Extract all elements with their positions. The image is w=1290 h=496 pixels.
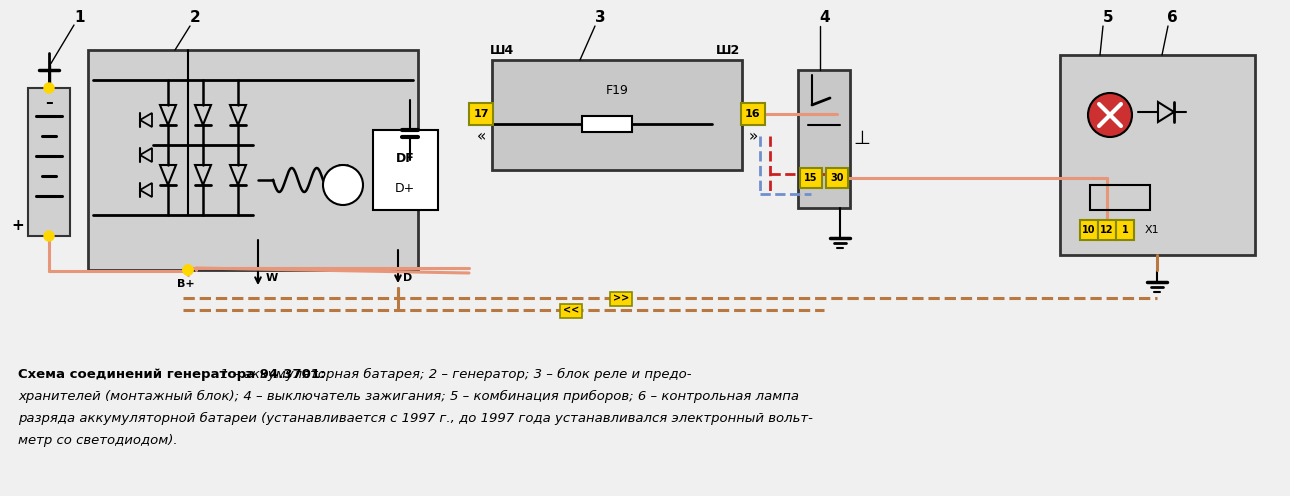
- Bar: [799, 70, 850, 208]
- Text: >>: >>: [613, 293, 630, 303]
- Text: ⊥: ⊥: [854, 129, 871, 148]
- Bar: [1060, 55, 1255, 255]
- Circle shape: [44, 83, 54, 93]
- Text: 17: 17: [473, 109, 489, 119]
- Text: <<: <<: [562, 305, 579, 315]
- Circle shape: [183, 265, 194, 275]
- Text: метр со светодиодом).: метр со светодиодом).: [18, 434, 178, 447]
- Bar: [470, 103, 493, 125]
- Bar: [560, 304, 582, 318]
- Text: 2: 2: [190, 10, 200, 25]
- Text: DF: DF: [396, 151, 414, 165]
- Text: 3: 3: [595, 10, 605, 25]
- Circle shape: [1087, 93, 1133, 137]
- Bar: [826, 168, 848, 188]
- Text: 16: 16: [746, 109, 761, 119]
- Text: Ш2: Ш2: [716, 44, 740, 57]
- Text: 6: 6: [1166, 10, 1178, 25]
- Text: 10: 10: [1082, 225, 1095, 235]
- Text: B+: B+: [177, 279, 195, 289]
- Text: Схема соединений генератора 94.3701:: Схема соединений генератора 94.3701:: [18, 368, 325, 381]
- Text: 5: 5: [1103, 10, 1113, 25]
- Text: «: «: [476, 129, 485, 144]
- Text: X1: X1: [1144, 225, 1160, 235]
- Text: +: +: [12, 219, 25, 234]
- Text: 1 – аккумуляторная батарея; 2 – генератор; 3 – блок реле и предо-: 1 – аккумуляторная батарея; 2 – генерато…: [217, 368, 691, 381]
- Text: 1: 1: [75, 10, 85, 25]
- Text: хранителей (монтажный блок); 4 – выключатель зажигания; 5 – комбинация приборов;: хранителей (монтажный блок); 4 – выключа…: [18, 390, 799, 403]
- Text: 30: 30: [831, 173, 844, 183]
- Circle shape: [183, 265, 194, 275]
- Text: Ш4: Ш4: [490, 44, 515, 57]
- Bar: [582, 116, 632, 132]
- Bar: [28, 88, 70, 236]
- Bar: [1116, 220, 1134, 240]
- Text: 4: 4: [819, 10, 831, 25]
- Bar: [740, 103, 765, 125]
- Text: D: D: [404, 273, 413, 283]
- Bar: [610, 292, 632, 306]
- Bar: [800, 168, 822, 188]
- Bar: [1098, 220, 1116, 240]
- Text: –: –: [45, 95, 53, 110]
- Text: 12: 12: [1100, 225, 1113, 235]
- Text: разряда аккумуляторной батареи (устанавливается с 1997 г., до 1997 года устанавл: разряда аккумуляторной батареи (устанавл…: [18, 412, 813, 425]
- Bar: [1090, 185, 1149, 210]
- Circle shape: [44, 231, 54, 241]
- Text: »: »: [748, 129, 757, 144]
- Bar: [491, 60, 742, 170]
- Bar: [1080, 220, 1098, 240]
- Text: F19: F19: [605, 83, 628, 97]
- Circle shape: [322, 165, 362, 205]
- Bar: [88, 50, 418, 270]
- Bar: [373, 130, 439, 210]
- Text: 1: 1: [1121, 225, 1129, 235]
- Text: D+: D+: [395, 182, 415, 194]
- Text: 15: 15: [804, 173, 818, 183]
- Text: W: W: [266, 273, 279, 283]
